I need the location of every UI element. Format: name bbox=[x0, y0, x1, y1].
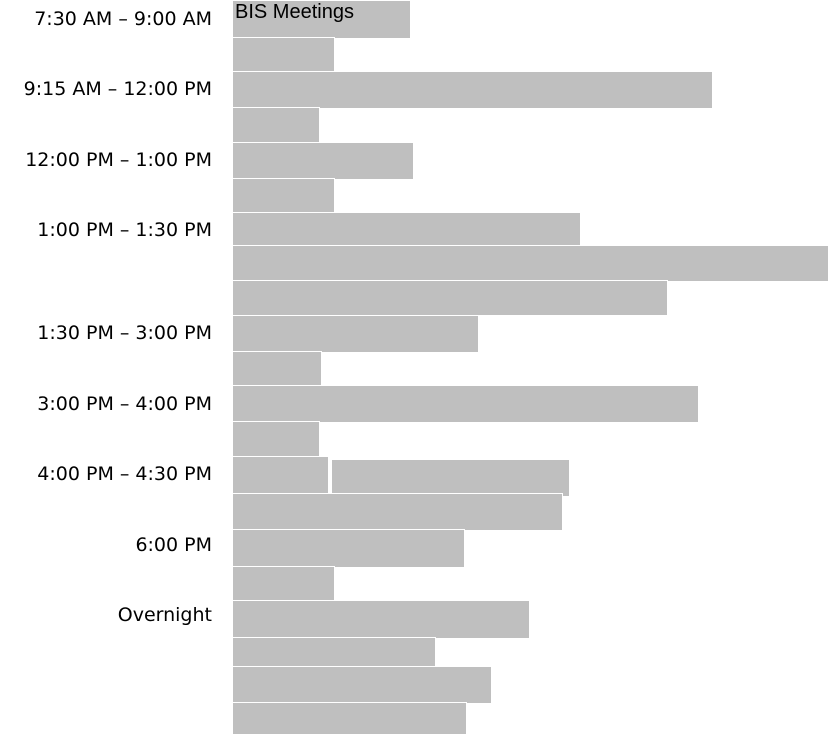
time-slot-label: 3:00 PM – 4:00 PM bbox=[37, 393, 212, 415]
time-slot-label: 4:00 PM – 4:30 PM bbox=[37, 463, 212, 485]
meeting-bar[interactable] bbox=[233, 351, 322, 385]
time-slot-label: 6:00 PM bbox=[135, 534, 212, 556]
meeting-bar[interactable] bbox=[233, 637, 436, 667]
meeting-bar[interactable] bbox=[233, 142, 414, 179]
meeting-bar[interactable] bbox=[233, 385, 699, 422]
time-slot-label: 1:30 PM – 3:00 PM bbox=[37, 322, 212, 344]
meeting-bar[interactable] bbox=[233, 566, 335, 601]
time-slot-label: 12:00 PM – 1:00 PM bbox=[25, 149, 212, 171]
meeting-bar[interactable] bbox=[233, 280, 668, 315]
meeting-bar[interactable] bbox=[233, 666, 492, 703]
meeting-bar[interactable] bbox=[233, 178, 335, 213]
meeting-bar[interactable] bbox=[233, 245, 829, 281]
meeting-bar[interactable] bbox=[233, 421, 320, 456]
time-slot-label: 9:15 AM – 12:00 PM bbox=[23, 78, 212, 100]
time-slot-label: 7:30 AM – 9:00 AM bbox=[34, 8, 212, 30]
meeting-bar[interactable]: BIS Meetings bbox=[233, 0, 411, 38]
meeting-bar[interactable] bbox=[233, 212, 581, 246]
meeting-bar[interactable] bbox=[233, 493, 563, 530]
meeting-bar[interactable] bbox=[332, 459, 570, 496]
meeting-bar[interactable] bbox=[233, 37, 335, 71]
meeting-bar[interactable] bbox=[233, 315, 479, 352]
meeting-bar[interactable] bbox=[233, 600, 530, 638]
meeting-bar[interactable] bbox=[233, 702, 467, 734]
meeting-bar[interactable] bbox=[233, 107, 320, 142]
meeting-bar[interactable] bbox=[233, 456, 329, 494]
time-slot-label: 1:00 PM – 1:30 PM bbox=[37, 219, 212, 241]
meeting-bar[interactable] bbox=[233, 529, 465, 567]
meeting-bar[interactable] bbox=[233, 71, 713, 108]
time-slot-label: Overnight bbox=[117, 604, 212, 626]
